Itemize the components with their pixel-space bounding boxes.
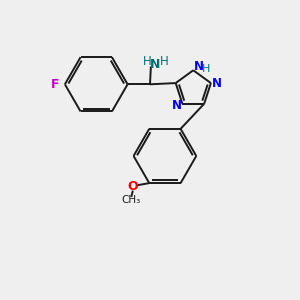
- Text: H: H: [160, 56, 168, 68]
- Text: N: N: [194, 60, 204, 73]
- Text: CH₃: CH₃: [122, 195, 141, 206]
- Text: F: F: [51, 78, 59, 91]
- Text: N: N: [150, 58, 160, 71]
- Text: H: H: [202, 64, 210, 74]
- Text: O: O: [128, 180, 138, 193]
- Text: N: N: [171, 99, 182, 112]
- Text: N: N: [212, 76, 222, 90]
- Text: H: H: [142, 56, 152, 68]
